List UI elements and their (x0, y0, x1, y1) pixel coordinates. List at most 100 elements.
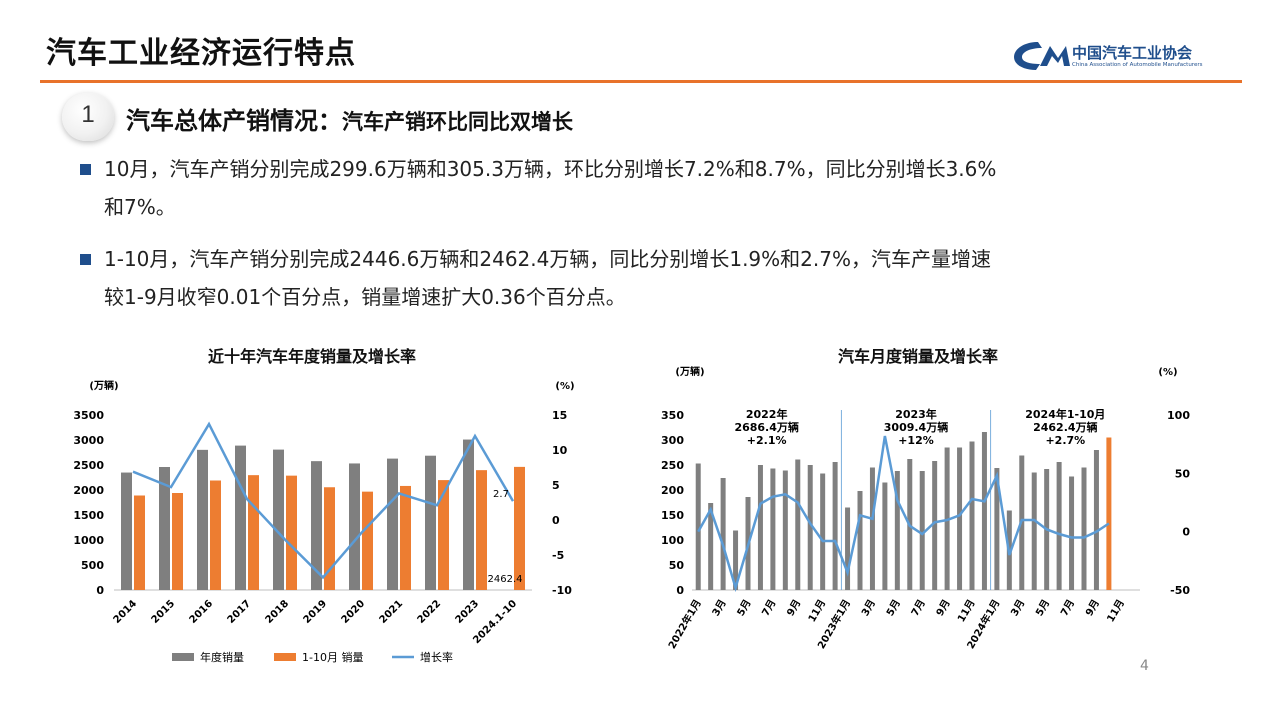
x-tick-label: 2015 (150, 598, 177, 625)
legend-swatch-annual (172, 653, 194, 661)
x-tick-label: 3月 (710, 598, 729, 619)
bar-annual-sales (311, 461, 322, 590)
bar-monthly-sales (869, 467, 875, 590)
monthly-chart-title: 汽车月度销量及增长率 (838, 347, 999, 366)
section-number: 1 (81, 101, 95, 128)
bar-monthly-sales-latest (1106, 437, 1112, 590)
x-tick-label: 2019 (302, 598, 329, 625)
y2-tick-label: 15 (552, 409, 567, 422)
bar-monthly-sales (807, 465, 813, 590)
bar-annual-sales (235, 445, 246, 590)
bar-monthly-sales (733, 530, 739, 590)
x-tick-label: 11月 (1105, 598, 1127, 625)
bar-monthly-sales (795, 459, 801, 590)
x-tick-label: 2018 (264, 598, 291, 625)
monthly-sales-chart: (万辆) (%) 0 50 100 150 200 250 300 350 -50 0 50 100 202… (661, 365, 1191, 651)
bar-ytd-sales (476, 470, 487, 590)
bar-monthly-sales (932, 461, 938, 590)
bar-monthly-sales (757, 465, 763, 590)
year-summary-annotation: +2.1% (747, 434, 787, 447)
bar-annual-sales (425, 455, 436, 590)
bar-monthly-sales (720, 478, 726, 590)
bar-monthly-sales (882, 482, 888, 590)
y2-tick-label: 10 (552, 444, 568, 457)
bar-monthly-sales (919, 471, 925, 590)
y-tick-label: 0 (676, 584, 684, 597)
year-summary-annotation: +2.7% (1045, 434, 1085, 447)
x-tick-label: 2014 (112, 598, 139, 625)
annual-chart-title: 近十年汽车年度销量及增长率 (208, 347, 417, 366)
bar-ytd-sales (362, 491, 373, 590)
bar-annual-sales (463, 439, 474, 590)
bar-monthly-sales (969, 441, 975, 590)
bar-monthly-sales (782, 470, 788, 590)
y-axis-unit: (万辆) (89, 379, 118, 392)
year-summary-annotation: +12% (898, 434, 934, 447)
year-summary-annotation: 2686.4万辆 (734, 420, 798, 434)
y2-tick-label: 100 (1167, 409, 1190, 422)
section-title: 汽车总体产销情况：汽车产销环比同比双增长 (126, 101, 573, 136)
logo-mark-icon (1014, 42, 1070, 70)
bar-monthly-sales (1069, 476, 1075, 590)
y-tick-label: 3000 (73, 434, 104, 447)
section-number-badge: 1 (62, 93, 114, 141)
y2-tick-label: 0 (552, 514, 560, 527)
bar-ytd-sales (286, 475, 297, 590)
year-summary-annotation: 3009.4万辆 (884, 420, 948, 434)
bullet-2-line-1: 1-10月，汽车产销分别完成2446.6万辆和2462.4万辆，同比分别增长1.… (104, 247, 991, 271)
bar-ytd-sales (210, 480, 221, 590)
y-tick-label: 300 (661, 434, 684, 447)
bar-annual-sales (387, 458, 398, 590)
bullet-1-line-2: 和7%。 (104, 195, 176, 219)
section-subtitle: 汽车产销环比同比双增长 (342, 110, 573, 134)
y-tick-label: 1000 (73, 534, 104, 547)
x-tick-label: 9月 (784, 598, 803, 619)
bar-monthly-sales (1093, 450, 1099, 590)
bar-monthly-sales (845, 507, 851, 590)
y-tick-label: 500 (81, 559, 104, 572)
y-tick-label: 2500 (73, 459, 104, 472)
x-tick-label: 5月 (884, 598, 903, 619)
y-axis-unit: (万辆) (675, 365, 704, 378)
legend-label-growth: 增长率 (420, 650, 453, 664)
y2-tick-label: 50 (1175, 467, 1191, 480)
y-tick-label: 50 (669, 559, 685, 572)
bar-monthly-sales (981, 432, 987, 590)
x-tick-label: 3月 (859, 598, 878, 619)
x-tick-label: 7月 (909, 598, 928, 619)
y2-tick-label: -5 (552, 549, 564, 562)
x-tick-label: 5月 (1033, 598, 1052, 619)
bar-annual-sales (197, 449, 208, 590)
bullet-square-icon (80, 164, 91, 175)
year-summary-annotation: 2024年1-10月 (1025, 407, 1105, 421)
y-tick-label: 150 (661, 509, 684, 522)
caam-logo (1014, 42, 1070, 70)
y-tick-label: 2000 (73, 484, 104, 497)
bar-ytd-sales (400, 485, 411, 590)
y-tick-label: 250 (661, 459, 684, 472)
header-divider (40, 80, 1242, 83)
x-tick-label: 2022年1月 (665, 597, 704, 651)
bar-monthly-sales (695, 463, 701, 590)
bar-annual-sales (159, 467, 170, 590)
annual-sales-chart: (万辆) (%) 0 500 1000 1500 2000 2500 3000 3500 -10 -5… (73, 379, 574, 664)
bar-monthly-sales (894, 471, 900, 590)
year-summary-annotation: 2462.4万辆 (1033, 420, 1097, 434)
x-tick-label: 7月 (1058, 598, 1077, 619)
y2-tick-label: -10 (552, 584, 572, 597)
growth-rate-line (132, 421, 515, 580)
legend-swatch-ytd (274, 653, 296, 661)
bar-annual-sales (121, 472, 132, 590)
bar-monthly-sales (820, 473, 826, 590)
x-tick-label: 2020 (340, 598, 367, 625)
bar-ytd-sales (172, 493, 183, 590)
x-tick-label: 2022 (416, 598, 443, 625)
bullet-item-1: 10月，汽车产销分别完成299.6万辆和305.3万辆，环比分别增长7.2%和8… (80, 150, 1210, 230)
logo-subtext: China Association of Automobile Manufact… (1072, 62, 1203, 68)
bar-monthly-sales (1081, 467, 1087, 590)
legend-label-ytd: 1-10月 销量 (302, 650, 363, 664)
x-tick-label: 2016 (188, 598, 215, 625)
x-tick-label: 7月 (760, 598, 779, 619)
bar-monthly-sales (994, 468, 1000, 590)
page-number: 4 (1140, 658, 1149, 674)
